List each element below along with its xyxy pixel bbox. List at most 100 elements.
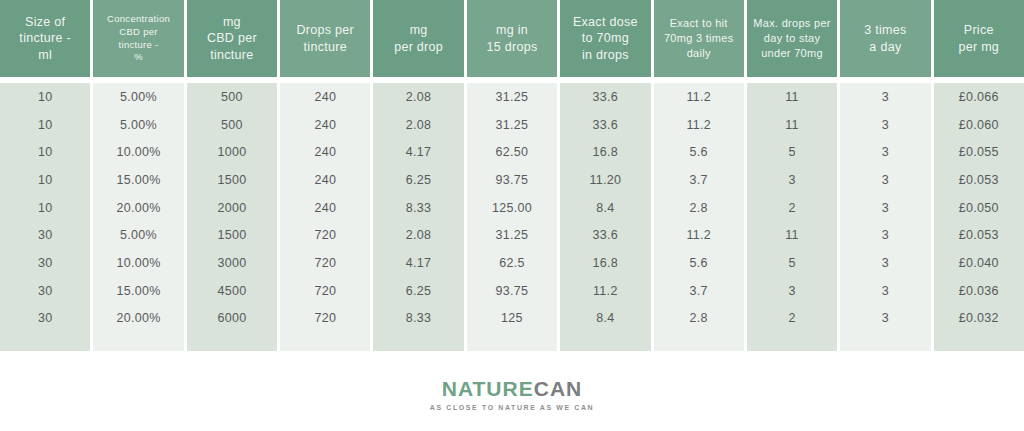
table-cell: 31.25 [467,221,557,249]
table-cell: 5 [747,138,837,166]
logo-text-can: CAN [534,377,583,400]
column-body: 11.211.25.63.72.811.25.63.72.8 [654,83,744,351]
table-cell: 10 [0,194,90,222]
table-cell: 11.2 [560,277,650,305]
table-cell: 62.5 [467,249,557,277]
table-cell: 33.6 [560,111,650,139]
table-cell: £0.053 [934,166,1024,194]
footer: NATURECAN AS CLOSE TO NATURE AS WE CAN [0,351,1024,431]
table-cell: £0.053 [934,221,1024,249]
table-cell: 5.00% [93,221,183,249]
table-cell: 1500 [187,221,277,249]
table-column: mg per drop2.082.084.176.258.332.084.176… [373,0,463,351]
table-cell: 3 [747,277,837,305]
table-cell: 125 [467,305,557,333]
table-cell: 93.75 [467,277,557,305]
table-cell: 2.08 [373,221,463,249]
table-cell: £0.036 [934,277,1024,305]
table-cell: 3 [840,277,930,305]
column-header: 3 times a day [840,0,930,77]
column-header: Drops per tincture [280,0,370,77]
column-body: 333333333 [840,83,930,351]
table-cell: 3 [840,166,930,194]
table-cell: 5.00% [93,83,183,111]
table-cell: 5.6 [654,249,744,277]
column-header: Max. drops per day to stay under 70mg [747,0,837,77]
table-cell: 6.25 [373,166,463,194]
table-cell: £0.066 [934,83,1024,111]
column-body: 2.082.084.176.258.332.084.176.258.33 [373,83,463,351]
table-cell: 10 [0,83,90,111]
table-cell: 2.08 [373,111,463,139]
logo-text-nature: NATURE [442,377,534,400]
table-cell: 11.20 [560,166,650,194]
table-cell: 3 [747,166,837,194]
table-cell: 3000 [187,249,277,277]
table-cell: 6000 [187,305,277,333]
table-cell: 10 [0,138,90,166]
table-cell: 11.2 [654,83,744,111]
table-cell: 30 [0,305,90,333]
column-body: 5005001000150020001500300045006000 [187,83,277,351]
table-cell: 11 [747,221,837,249]
column-header: Exact dose to 70mg in drops [560,0,650,77]
table-cell: 3 [840,83,930,111]
column-body: 31.2531.2562.5093.75125.0031.2562.593.75… [467,83,557,351]
table-cell: 10 [0,166,90,194]
table-cell: £0.060 [934,111,1024,139]
table-cell: 8.4 [560,194,650,222]
table-cell: 3.7 [654,277,744,305]
table-cell: 10 [0,111,90,139]
table-cell: 500 [187,83,277,111]
table-cell: 3 [840,111,930,139]
table-cell: 2 [747,194,837,222]
cbd-dosage-table: Size of tincture - ml101010101030303030C… [0,0,1024,351]
column-header: Exact to hit 70mg 3 times daily [654,0,744,77]
table-cell: 720 [280,305,370,333]
table-cell: £0.055 [934,138,1024,166]
table-cell: 240 [280,111,370,139]
table-cell: 31.25 [467,83,557,111]
column-header: Size of tincture - ml [0,0,90,77]
table-cell: 15.00% [93,166,183,194]
table-column: Drops per tincture2402402402402407207207… [280,0,370,351]
table-cell: 5.6 [654,138,744,166]
table-cell: 11 [747,83,837,111]
table-cell: 5 [747,249,837,277]
column-header: mg per drop [373,0,463,77]
table-cell: 6.25 [373,277,463,305]
table-cell: 20.00% [93,194,183,222]
table-column: mg in 15 drops31.2531.2562.5093.75125.00… [467,0,557,351]
table-cell: £0.032 [934,305,1024,333]
table-cell: 500 [187,111,277,139]
table-cell: 5.00% [93,111,183,139]
table-cell: 1500 [187,166,277,194]
table-cell: 8.33 [373,194,463,222]
table-cell: 240 [280,194,370,222]
table-cell: 240 [280,83,370,111]
table-cell: 1000 [187,138,277,166]
table-cell: 2.8 [654,305,744,333]
table-cell: 62.50 [467,138,557,166]
table-cell: £0.050 [934,194,1024,222]
table-cell: 3 [840,194,930,222]
table-cell: 4500 [187,277,277,305]
table-cell: 720 [280,249,370,277]
column-body: 111153211532 [747,83,837,351]
table-cell: 3 [840,249,930,277]
table-cell: 2.8 [654,194,744,222]
table-cell: 16.8 [560,138,650,166]
table-column: mg CBD per tincture500500100015002000150… [187,0,277,351]
table-cell: 8.33 [373,305,463,333]
table-column: Exact to hit 70mg 3 times daily11.211.25… [654,0,744,351]
table-cell: 93.75 [467,166,557,194]
column-body: 5.00%5.00%10.00%15.00%20.00%5.00%10.00%1… [93,83,183,351]
table-cell: 2.08 [373,83,463,111]
table-cell: 720 [280,277,370,305]
table-cell: 4.17 [373,138,463,166]
table-cell: 240 [280,166,370,194]
table-column: 3 times a day333333333 [840,0,930,351]
table-cell: 30 [0,277,90,305]
table-cell: 30 [0,221,90,249]
table-cell: 10.00% [93,249,183,277]
